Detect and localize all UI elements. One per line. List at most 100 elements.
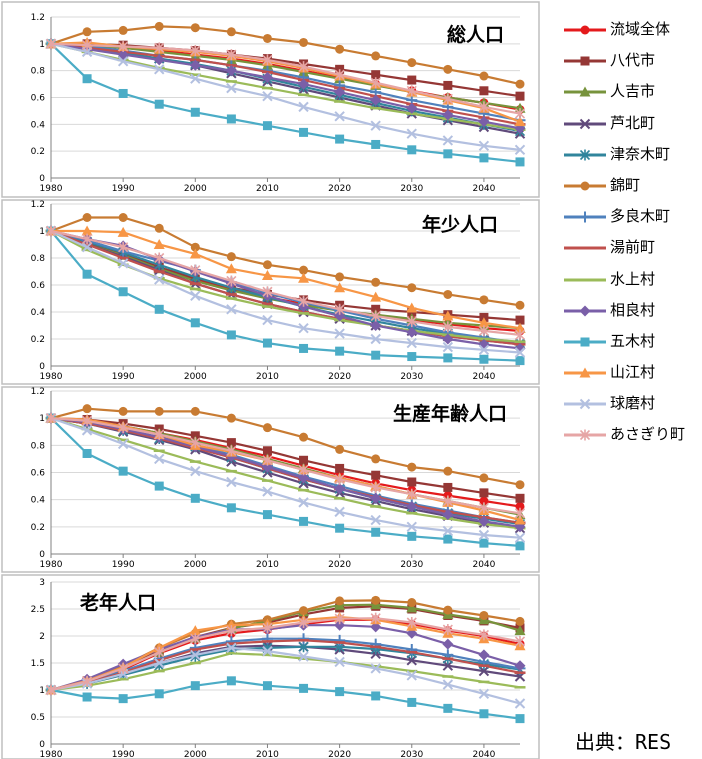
data-point bbox=[370, 333, 381, 345]
legend-item: 八代市 bbox=[562, 49, 702, 80]
data-point bbox=[370, 492, 382, 504]
data-point bbox=[479, 295, 489, 305]
legend-marker bbox=[580, 56, 590, 66]
data-point bbox=[118, 406, 128, 416]
data-point bbox=[45, 412, 57, 424]
data-point bbox=[190, 318, 200, 328]
data-point bbox=[478, 317, 490, 328]
data-point bbox=[298, 651, 309, 662]
data-point bbox=[443, 703, 453, 713]
data-point bbox=[407, 462, 417, 472]
data-point bbox=[226, 330, 236, 340]
y-tick-label: 0.2 bbox=[31, 147, 45, 157]
data-point bbox=[371, 595, 381, 605]
x-tick-label: 1980 bbox=[40, 560, 63, 570]
data-point bbox=[334, 473, 345, 485]
data-point bbox=[371, 139, 381, 149]
series-line bbox=[50, 407, 521, 486]
data-point bbox=[81, 225, 93, 236]
data-point bbox=[443, 149, 453, 159]
legend-item: 人吉市 bbox=[562, 80, 702, 111]
data-point bbox=[190, 437, 201, 449]
series-五木村 bbox=[46, 39, 525, 167]
data-point bbox=[298, 464, 309, 476]
data-point bbox=[335, 444, 345, 454]
data-point bbox=[82, 269, 92, 279]
x-tick-label: 2030 bbox=[400, 560, 423, 570]
data-point bbox=[514, 635, 526, 647]
data-point bbox=[407, 352, 417, 362]
legend-label: 人吉市 bbox=[610, 82, 656, 101]
data-point bbox=[478, 688, 490, 699]
data-point bbox=[407, 697, 417, 707]
data-point bbox=[262, 286, 273, 298]
series-line bbox=[50, 229, 521, 345]
data-point bbox=[515, 480, 525, 490]
data-point bbox=[45, 684, 57, 696]
legend-swatch bbox=[564, 56, 606, 66]
x-tick-label: 2000 bbox=[184, 750, 207, 759]
chart-panel: 0 0.2 0.4 0.6 0.8 1 1.2 1980 1990 2000 2010 2020 203… bbox=[1, 199, 540, 385]
data-point bbox=[479, 354, 489, 364]
legend-swatch bbox=[564, 211, 606, 223]
y-tick-label: 0.6 bbox=[31, 281, 46, 291]
y-tick-label: 1 bbox=[39, 227, 45, 237]
data-point bbox=[514, 322, 526, 333]
data-point bbox=[117, 258, 129, 269]
data-point bbox=[226, 642, 237, 654]
legend-label: 津奈木町 bbox=[610, 144, 671, 163]
data-point bbox=[225, 65, 237, 77]
data-point bbox=[154, 428, 165, 440]
y-tick-label: 1.2 bbox=[31, 200, 45, 210]
y-tick-label: 2 bbox=[39, 632, 45, 642]
x-tick-label: 2000 bbox=[184, 372, 207, 382]
data-point bbox=[515, 541, 525, 551]
data-point bbox=[190, 73, 201, 84]
legend-swatch bbox=[564, 367, 606, 378]
legend-swatch bbox=[564, 246, 606, 250]
data-point bbox=[261, 71, 273, 83]
data-point bbox=[299, 606, 309, 616]
data-point bbox=[334, 483, 346, 495]
data-point bbox=[299, 37, 309, 47]
data-point bbox=[370, 663, 381, 674]
data-point bbox=[154, 223, 164, 233]
data-point bbox=[298, 633, 310, 645]
y-tick-label: 1.5 bbox=[31, 659, 45, 669]
data-point bbox=[515, 356, 525, 366]
y-tick-label: 0.6 bbox=[31, 94, 46, 104]
series-line bbox=[50, 229, 521, 346]
data-point bbox=[442, 525, 454, 537]
legend-marker bbox=[579, 149, 591, 161]
legend-swatch bbox=[564, 337, 606, 347]
y-tick-label: 0.8 bbox=[31, 67, 46, 77]
x-tick-label: 2040 bbox=[472, 372, 495, 382]
data-point bbox=[334, 111, 345, 122]
data-point bbox=[262, 33, 272, 43]
data-point bbox=[335, 44, 345, 54]
y-tick-label: 2.5 bbox=[31, 605, 45, 615]
chart-title: 年少人口 bbox=[422, 213, 498, 236]
data-point bbox=[298, 617, 309, 628]
data-point bbox=[81, 425, 93, 436]
series-line bbox=[50, 417, 521, 539]
data-point bbox=[514, 122, 526, 134]
data-point bbox=[298, 272, 310, 283]
data-point bbox=[154, 453, 165, 465]
legend-swatch bbox=[564, 399, 606, 410]
data-point bbox=[514, 514, 526, 525]
data-point bbox=[154, 304, 164, 314]
data-point bbox=[298, 295, 309, 307]
data-point bbox=[226, 114, 236, 124]
series-球磨村 bbox=[45, 412, 526, 543]
data-point bbox=[118, 422, 129, 434]
data-point bbox=[82, 39, 93, 51]
legend-label: 芦北町 bbox=[610, 113, 656, 132]
data-point bbox=[118, 213, 128, 222]
legend-marker bbox=[580, 181, 590, 191]
y-tick-label: 0 bbox=[39, 362, 45, 372]
data-point bbox=[262, 454, 273, 466]
data-point bbox=[443, 289, 453, 299]
data-point bbox=[479, 86, 489, 96]
